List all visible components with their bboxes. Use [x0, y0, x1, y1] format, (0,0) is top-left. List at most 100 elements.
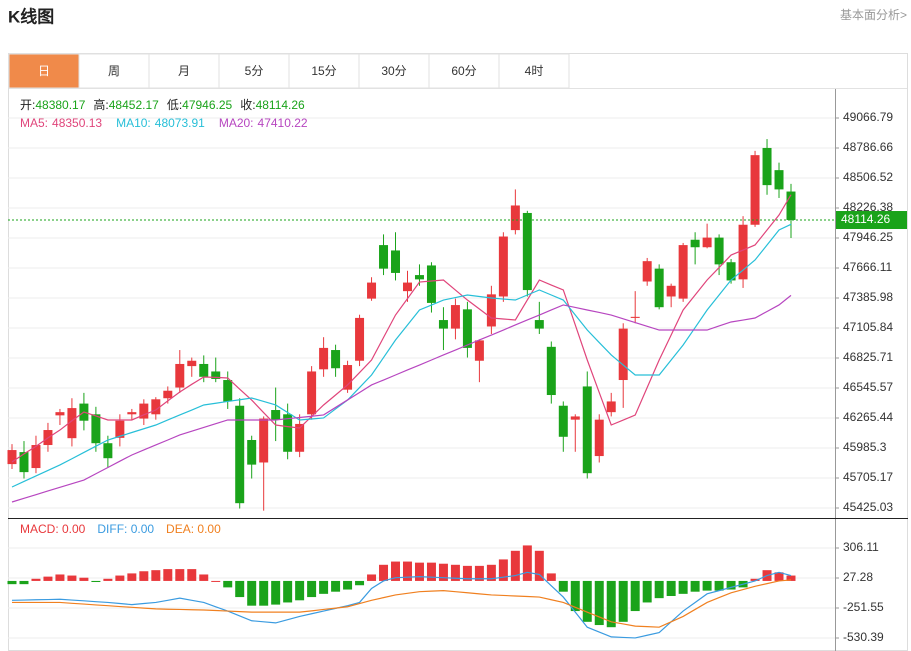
candle-body [738, 224, 748, 280]
tab-label[interactable]: 30分 [381, 64, 406, 78]
candle-body [690, 239, 700, 248]
candle-body [654, 268, 664, 308]
y-tick-label: 27.28 [843, 570, 873, 584]
candle-body [283, 414, 293, 452]
candle-body [606, 401, 616, 413]
dea-line [12, 579, 792, 628]
candle-body [343, 365, 353, 390]
macd-bar [642, 580, 652, 603]
macd-bar [187, 569, 197, 581]
candle-body [414, 275, 424, 280]
candle-body [355, 317, 365, 361]
tab[interactable] [498, 53, 570, 89]
candle-body [594, 419, 604, 457]
y-tick-label: 46825.71 [843, 350, 893, 364]
tab-label[interactable]: 4时 [525, 64, 544, 78]
macd-bar [414, 562, 424, 581]
macd-bar [127, 573, 137, 581]
candle-body [762, 147, 772, 186]
candle-body [726, 262, 736, 281]
macd-bar [79, 577, 89, 581]
y-tick-label: 47105.84 [843, 320, 893, 334]
tab-label[interactable]: 5分 [245, 64, 264, 78]
candle-body [558, 405, 568, 437]
ma-line [11, 223, 792, 488]
macd-bar [606, 580, 616, 628]
candle-body [474, 340, 484, 361]
macd-bar [462, 565, 472, 581]
y-tick-label: 49066.79 [843, 110, 893, 124]
y-tick-label: 45985.3 [843, 440, 887, 454]
candle-body [187, 360, 197, 367]
candle-body [391, 250, 401, 273]
tab-label[interactable]: 月 [178, 64, 190, 78]
macd-bar [19, 580, 29, 585]
page-title: K线图 [8, 6, 54, 26]
diff-line [11, 571, 792, 639]
candle-body [630, 316, 640, 318]
macd-legend: MACD: 0.00 DIFF: 0.00 DEA: 0.00 [20, 522, 221, 536]
chart-frame [8, 53, 908, 651]
macd-bar [666, 580, 676, 596]
candle-body [678, 245, 688, 299]
legend-entry: DIFF: 0.00 [97, 522, 154, 536]
ohlc-name: 低: [167, 98, 182, 112]
macd-bar [283, 580, 293, 603]
macd-bar [558, 580, 568, 592]
ohlc-value: 48452.17 [109, 98, 159, 112]
candle-body [271, 410, 281, 420]
fundamental-link[interactable]: 基本面分析> [840, 8, 907, 22]
macd-bar [750, 578, 760, 581]
candle-body [175, 363, 185, 388]
macd-bar [235, 580, 245, 598]
macd-bar [379, 564, 389, 581]
y-tick-label: 45705.17 [843, 470, 893, 484]
candle-body [55, 412, 65, 416]
macd-bar [618, 580, 628, 622]
candle-body [139, 403, 149, 419]
ohlc-name: 高: [93, 97, 108, 112]
tab-label[interactable]: 15分 [311, 64, 336, 78]
y-tick-label: -251.55 [843, 600, 884, 614]
candle-body [235, 405, 245, 504]
macd-bar [726, 580, 736, 590]
tab-label[interactable]: 日 [38, 64, 50, 78]
candle-body [750, 155, 760, 225]
candle-body [115, 420, 125, 438]
y-tick-label: 47385.98 [843, 290, 893, 304]
macd-bar [343, 580, 353, 590]
candle-body [702, 237, 712, 248]
macd-bar [367, 574, 377, 581]
tab[interactable] [78, 53, 150, 89]
ma-legend: MA5: 48350.13 MA10: 48073.91 MA20: 47410.22 [20, 116, 308, 130]
candle-body [7, 450, 17, 465]
candle-body [546, 346, 556, 396]
candle-body [498, 236, 508, 297]
candle-body [426, 265, 436, 303]
candle-body [438, 320, 448, 329]
candle-body [19, 452, 29, 473]
y-tick-label: 47946.25 [843, 230, 893, 244]
y-tick-label: 48226.38 [843, 200, 893, 214]
tab-label[interactable]: 60分 [451, 64, 476, 78]
macd-bar [199, 574, 209, 581]
macd-bar [319, 580, 329, 594]
macd-bar [570, 580, 580, 612]
ohlc-name: 收: [240, 98, 255, 112]
candle-body [331, 350, 341, 369]
macd-bar [331, 580, 341, 592]
ohlc-value: 48380.17 [35, 98, 85, 112]
macd-bar [498, 559, 508, 581]
candle-body [618, 328, 628, 381]
legend-value: 48073.91 [155, 116, 205, 130]
tab-label[interactable]: 周 [108, 64, 120, 78]
tab[interactable] [8, 53, 80, 89]
tab[interactable] [358, 53, 430, 89]
candle-body [211, 371, 221, 379]
macd-bar [582, 580, 592, 622]
candle-body [223, 380, 233, 402]
macd-bar [690, 580, 700, 592]
candle-body [714, 237, 724, 265]
candle-body [367, 282, 377, 299]
